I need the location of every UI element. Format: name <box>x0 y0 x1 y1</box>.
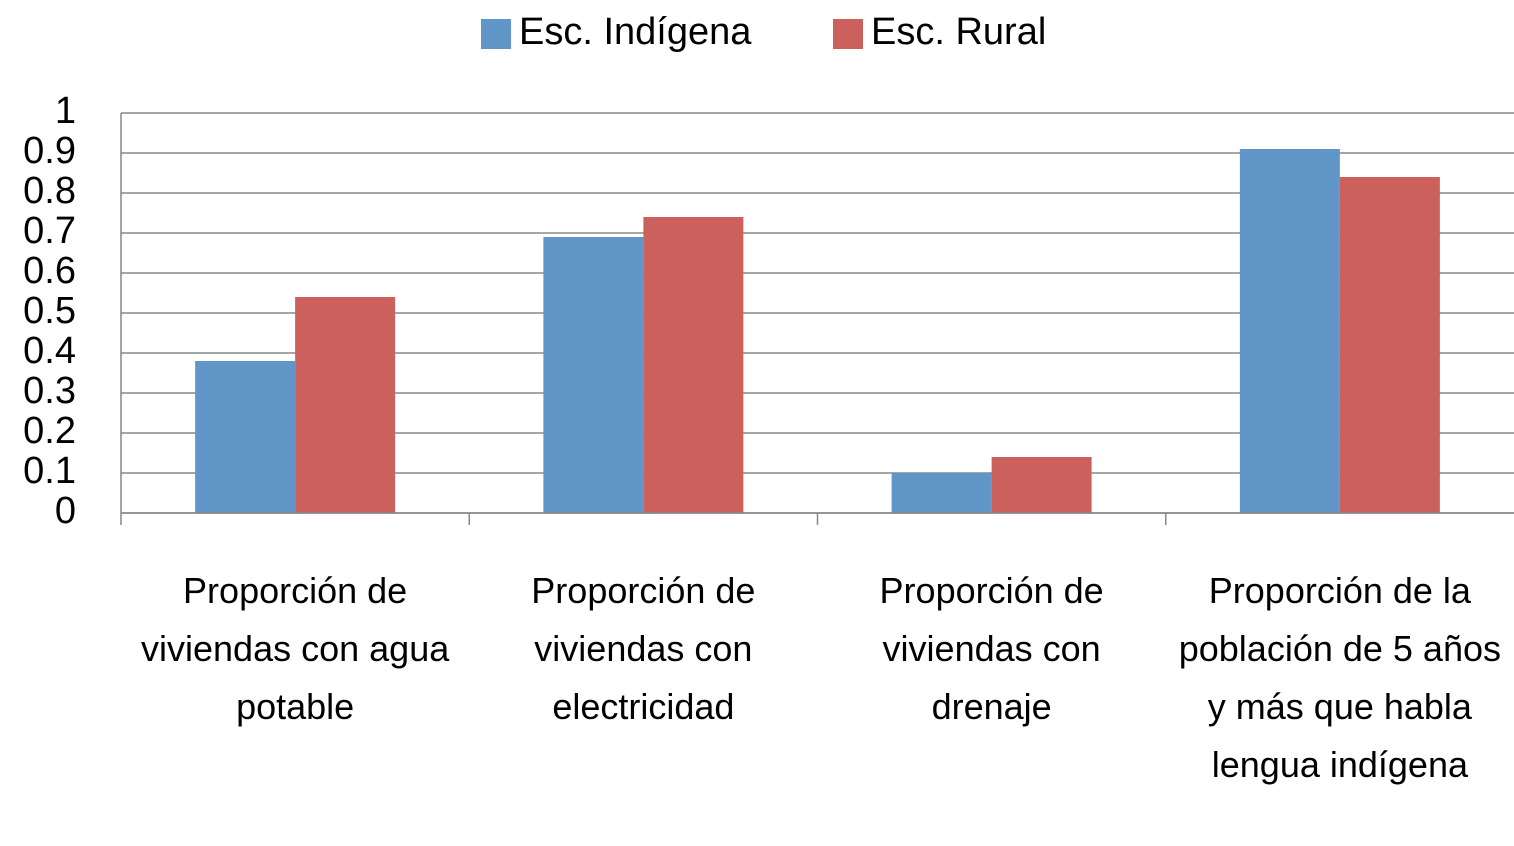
y-tick-label: 0.3 <box>23 370 76 412</box>
y-tick-label: 0.4 <box>23 330 76 372</box>
bar <box>1239 149 1340 513</box>
y-tick-label: 0.5 <box>23 290 76 332</box>
legend-swatch <box>833 19 863 49</box>
x-tick-label: Proporción de viviendas con drenaje <box>879 570 1104 727</box>
y-tick-label: 0.8 <box>23 170 76 212</box>
legend-label: Esc. Indígena <box>519 11 752 53</box>
bar <box>543 237 644 513</box>
x-tick-label: Proporción de viviendas con electricidad <box>531 570 756 727</box>
y-tick-label: 1 <box>55 90 76 132</box>
y-tick-label: 0.9 <box>23 130 76 172</box>
bar <box>891 473 992 513</box>
x-tick-label: Proporción de la población de 5 años y m… <box>1178 570 1501 785</box>
legend-label: Esc. Rural <box>871 11 1046 53</box>
legend-swatch <box>481 19 511 49</box>
y-tick-label: 0.7 <box>23 210 76 252</box>
x-tick-label: Proporción de viviendas con agua potable <box>141 570 450 727</box>
bar <box>991 457 1092 513</box>
bar <box>1339 177 1440 513</box>
y-tick-label: 0.6 <box>23 250 76 292</box>
y-tick-label: 0.1 <box>23 450 76 492</box>
y-tick-label: 0.2 <box>23 410 76 452</box>
bar <box>643 217 744 513</box>
y-tick-label: 0 <box>55 490 76 532</box>
bar <box>195 361 296 513</box>
bar <box>295 297 396 513</box>
